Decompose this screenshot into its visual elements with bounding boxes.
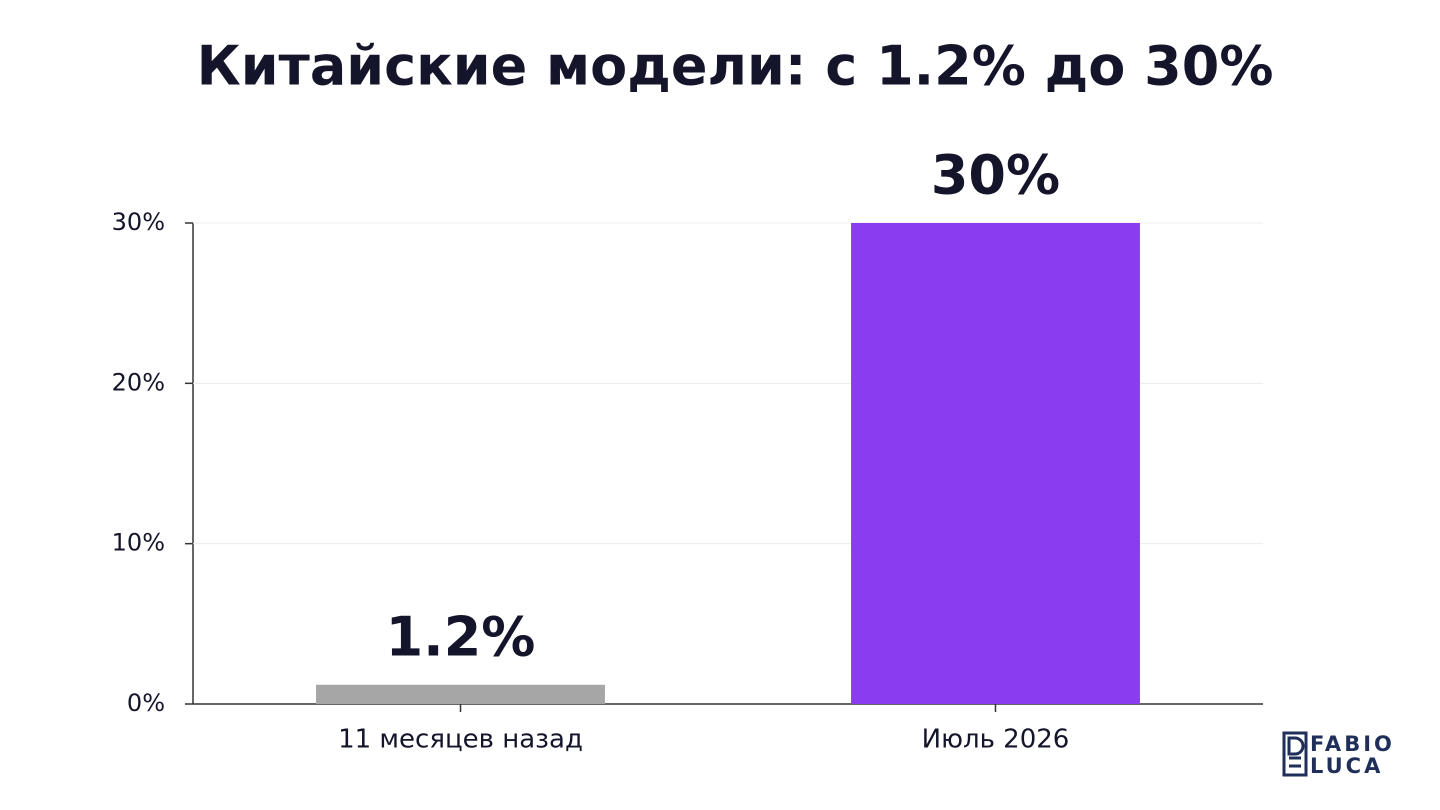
x-tick-label: Июль 2026 xyxy=(922,725,1070,755)
logo-monogram-mark xyxy=(1287,736,1305,768)
bar xyxy=(851,223,1140,704)
y-tick-label: 20% xyxy=(112,368,165,396)
y-tick-label: 10% xyxy=(112,529,165,557)
x-tick-label: 11 месяцев назад xyxy=(338,725,583,755)
logo: FABIO LUCA xyxy=(1282,731,1395,778)
value-label: 1.2% xyxy=(386,605,536,668)
chart-title: Китайские модели: с 1.2% до 30% xyxy=(197,35,1274,98)
logo-text: FABIO xyxy=(1310,732,1395,756)
y-tick-label: 0% xyxy=(127,689,165,717)
y-tick-label: 30% xyxy=(112,208,165,236)
logo-text: LUCA xyxy=(1310,754,1383,778)
value-label: 30% xyxy=(931,144,1060,207)
logo-monogram xyxy=(1282,731,1308,777)
bar xyxy=(316,684,605,704)
